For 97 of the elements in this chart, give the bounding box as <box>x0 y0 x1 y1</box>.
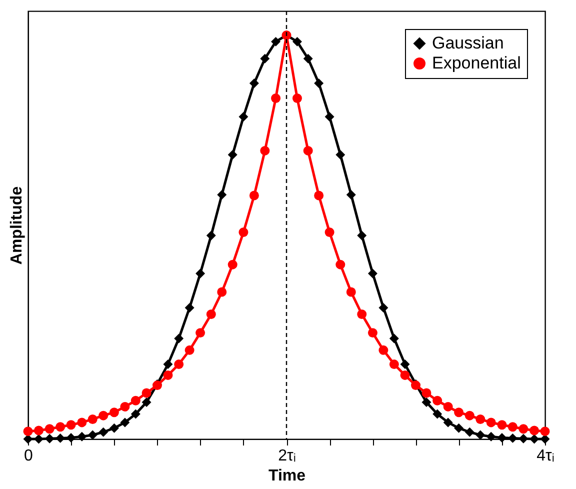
point <box>196 268 206 278</box>
point <box>163 360 173 370</box>
point <box>346 190 356 200</box>
point <box>518 434 528 444</box>
point <box>130 396 140 406</box>
point <box>476 414 486 424</box>
point <box>206 230 216 240</box>
point <box>23 426 33 436</box>
point <box>357 310 367 319</box>
point <box>44 434 54 444</box>
point <box>324 112 334 122</box>
point <box>432 396 442 406</box>
point <box>303 54 313 64</box>
point <box>508 433 518 443</box>
point <box>303 146 313 156</box>
point <box>260 146 270 156</box>
point <box>540 426 550 436</box>
point <box>400 370 410 380</box>
point <box>44 424 54 434</box>
point <box>518 424 528 434</box>
point <box>454 423 464 433</box>
point <box>271 36 281 46</box>
point <box>400 360 410 370</box>
x-tick-label: 4τᵢ <box>536 448 554 464</box>
point <box>217 190 227 200</box>
point <box>292 36 302 46</box>
point <box>443 402 453 412</box>
point <box>464 410 474 420</box>
point <box>314 190 324 200</box>
x-tick-label: 0 <box>24 448 34 464</box>
point <box>443 418 453 428</box>
point <box>497 433 507 443</box>
point <box>98 427 108 437</box>
point <box>34 426 44 436</box>
point <box>389 360 399 370</box>
point <box>464 427 474 437</box>
x-axis-title: Time <box>268 468 306 484</box>
point <box>368 268 378 278</box>
point <box>184 345 194 355</box>
point <box>174 334 184 344</box>
point <box>228 150 238 160</box>
point <box>486 432 496 442</box>
point <box>357 230 367 240</box>
point <box>238 112 248 122</box>
point <box>476 430 486 440</box>
point <box>486 418 496 428</box>
point <box>368 328 378 338</box>
point <box>217 287 227 297</box>
point <box>34 434 44 444</box>
point <box>249 190 259 200</box>
point <box>336 260 346 270</box>
point <box>66 433 76 443</box>
point <box>88 414 98 424</box>
point <box>454 408 464 418</box>
point <box>497 420 507 430</box>
point <box>142 388 152 398</box>
point <box>530 434 540 444</box>
point <box>422 388 432 398</box>
point <box>120 402 130 412</box>
point <box>324 228 334 237</box>
point <box>378 303 388 313</box>
point <box>66 420 76 430</box>
point <box>163 370 173 380</box>
point <box>109 408 119 418</box>
point <box>196 328 206 338</box>
point <box>206 310 216 319</box>
point <box>432 409 442 419</box>
point <box>77 418 87 428</box>
point <box>184 303 194 313</box>
point <box>56 433 66 443</box>
point <box>422 398 432 407</box>
point <box>336 150 346 160</box>
point <box>530 426 540 436</box>
point <box>98 410 108 420</box>
point <box>238 228 248 237</box>
point <box>130 409 140 419</box>
point <box>508 422 518 432</box>
point <box>120 418 130 428</box>
y-axis-title: Amplitude <box>8 186 26 265</box>
point <box>314 78 324 88</box>
legend-label: Gaussian <box>432 34 504 52</box>
point <box>346 287 356 297</box>
point <box>228 260 238 270</box>
point <box>292 93 302 103</box>
point <box>174 360 184 370</box>
point <box>271 93 281 103</box>
legend-label: Exponential <box>432 54 521 72</box>
point <box>260 54 270 64</box>
point <box>109 423 119 433</box>
x-tick-label: 2τᵢ <box>278 448 296 464</box>
point <box>88 430 98 440</box>
point <box>142 398 152 407</box>
point <box>389 334 399 344</box>
point <box>249 78 259 88</box>
point <box>56 422 66 432</box>
point <box>77 432 87 442</box>
point <box>378 345 388 355</box>
